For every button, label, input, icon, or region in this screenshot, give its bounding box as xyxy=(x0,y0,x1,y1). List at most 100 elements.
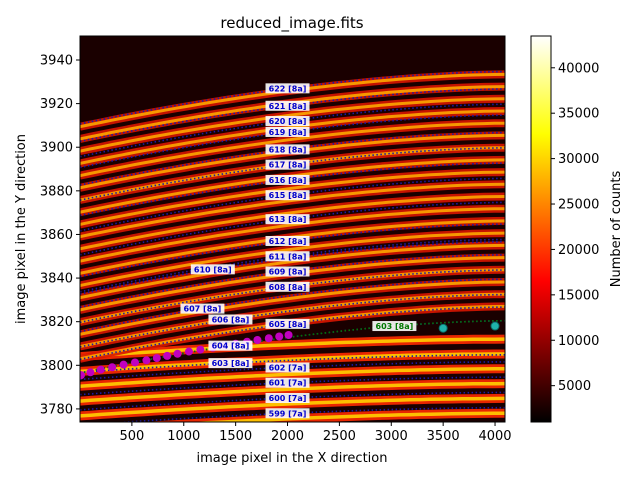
order-label-text: 603 [8a] xyxy=(212,359,250,368)
order-label-box xyxy=(265,408,310,419)
magenta-point xyxy=(284,330,293,339)
colorbar-label: Number of counts xyxy=(609,171,624,288)
order-label: 616 [8a] xyxy=(265,174,310,185)
magenta-point xyxy=(184,347,193,356)
order-band-core xyxy=(80,280,505,336)
order-label: 610 [8a] xyxy=(190,264,235,275)
teal-point xyxy=(438,323,448,333)
order-labels: 622 [8a] 621 [8a] 620 [8a] 619 [8a] 618 [8a]… xyxy=(180,83,417,419)
magenta-point xyxy=(196,345,205,354)
colorbar-tick-label: 25000 xyxy=(558,198,599,213)
colorbar-gradient xyxy=(530,35,552,423)
order-label-text: 601 [7a] xyxy=(269,379,307,388)
order-label: 611 [8a] xyxy=(265,251,310,262)
order-label-text: 620 [8a] xyxy=(269,117,307,126)
order-label: 619 [8a] xyxy=(265,126,310,137)
heatmap-image: 622 [8a] 621 [8a] 620 [8a] 619 [8a] 618 [8a]… xyxy=(80,36,505,422)
order-band-core xyxy=(80,352,505,374)
order-trace xyxy=(80,354,505,374)
order-label-box xyxy=(265,318,310,329)
order-label-box xyxy=(208,358,253,369)
order-label-text: 608 [8a] xyxy=(269,283,307,292)
order-label-text: 605 [8a] xyxy=(269,320,307,329)
magenta-point xyxy=(173,349,182,358)
x-tick-label: 3500 xyxy=(427,429,460,444)
magenta-point xyxy=(96,365,105,374)
order-trace xyxy=(80,70,505,125)
teal-point xyxy=(490,321,500,331)
x-tick-label: 1500 xyxy=(219,429,252,444)
order-label: 603 [8a] xyxy=(372,321,417,332)
x-axis-label: image pixel in the X direction xyxy=(197,451,388,466)
order-trace xyxy=(80,88,505,143)
order-trace xyxy=(80,293,505,348)
order-trace xyxy=(80,319,505,374)
order-label: 605 [8a] xyxy=(265,318,310,329)
order-label: 607 [8a] xyxy=(180,303,225,314)
order-label-box xyxy=(265,126,310,137)
y-tick-label: 3900 xyxy=(40,141,73,156)
order-label-text: 622 [8a] xyxy=(269,84,307,93)
order-band-core xyxy=(80,195,505,251)
order-label: 620 [8a] xyxy=(265,116,310,127)
order-label-text: 610 [8a] xyxy=(194,265,232,274)
order-label: 600 [7a] xyxy=(265,393,310,404)
order-label: 621 [8a] xyxy=(265,100,310,111)
colorbar-tick-label: 5000 xyxy=(558,379,591,394)
colorbar-tick-label: 30000 xyxy=(558,152,599,167)
order-trace xyxy=(80,131,505,186)
order-label-box xyxy=(265,235,310,246)
magenta-point xyxy=(119,360,128,369)
order-trace xyxy=(80,223,505,278)
order-trace xyxy=(80,269,505,324)
order-label-box xyxy=(265,100,310,111)
chart-title: reduced_image.fits xyxy=(220,14,363,33)
order-label: 608 [8a] xyxy=(265,281,310,292)
order-trace xyxy=(80,306,505,361)
colorbar-ticks: 5000 10000 15000 20000 25000 30000 35000 40000 xyxy=(551,61,599,394)
order-trace xyxy=(80,278,505,333)
order-label: 613 [8a] xyxy=(265,214,310,225)
order-label-box xyxy=(265,377,310,388)
order-label-box xyxy=(265,116,310,127)
order-label: 601 [7a] xyxy=(265,377,310,388)
order-band-core xyxy=(80,337,505,359)
order-label-text: 617 [8a] xyxy=(269,161,307,170)
order-label-box xyxy=(265,174,310,185)
order-label-box xyxy=(265,159,310,170)
order-label-text: 613 [8a] xyxy=(269,215,307,224)
order-label-box xyxy=(180,303,225,314)
order-label-text: 602 [7a] xyxy=(269,363,307,372)
order-label: 609 [8a] xyxy=(265,266,310,277)
order-label-box xyxy=(265,144,310,155)
colorbar-tick-label: 35000 xyxy=(558,107,599,122)
x-tick-label: 2000 xyxy=(271,429,304,444)
order-label-text: 619 [8a] xyxy=(269,128,307,137)
order-label-box xyxy=(265,83,310,94)
y-tick-label: 3800 xyxy=(40,359,73,374)
order-trace xyxy=(80,103,505,158)
order-label: 603 [8a] xyxy=(208,358,253,369)
x-tick-label: 4000 xyxy=(478,429,511,444)
order-band-core xyxy=(80,367,505,388)
y-tick-label: 3840 xyxy=(40,272,73,287)
order-band-core xyxy=(80,121,505,178)
order-trace xyxy=(80,147,505,201)
order-label-text: 604 [8a] xyxy=(212,342,250,351)
order-label-box xyxy=(265,281,310,292)
magenta-point xyxy=(80,371,86,380)
order-label: 599 [7a] xyxy=(265,408,310,419)
order-trace xyxy=(80,162,505,217)
order-trace xyxy=(80,254,505,308)
colorbar: 500010000150002000025000300003500040000 … xyxy=(530,35,624,423)
y-tick-label: 3920 xyxy=(40,97,73,112)
x-tick-label: 2500 xyxy=(323,429,356,444)
order-label-box xyxy=(372,321,417,332)
order-label: 617 [8a] xyxy=(265,159,310,170)
order-label-text: 609 [8a] xyxy=(269,268,307,277)
order-band-core xyxy=(190,411,505,422)
order-label-text: 600 [7a] xyxy=(269,394,307,403)
order-trace xyxy=(80,201,505,256)
x-tick-label: 1000 xyxy=(167,429,200,444)
y-axis: 3780 3800 3820 3840 3860 3880 3900 3920 3940 xyxy=(40,53,80,417)
